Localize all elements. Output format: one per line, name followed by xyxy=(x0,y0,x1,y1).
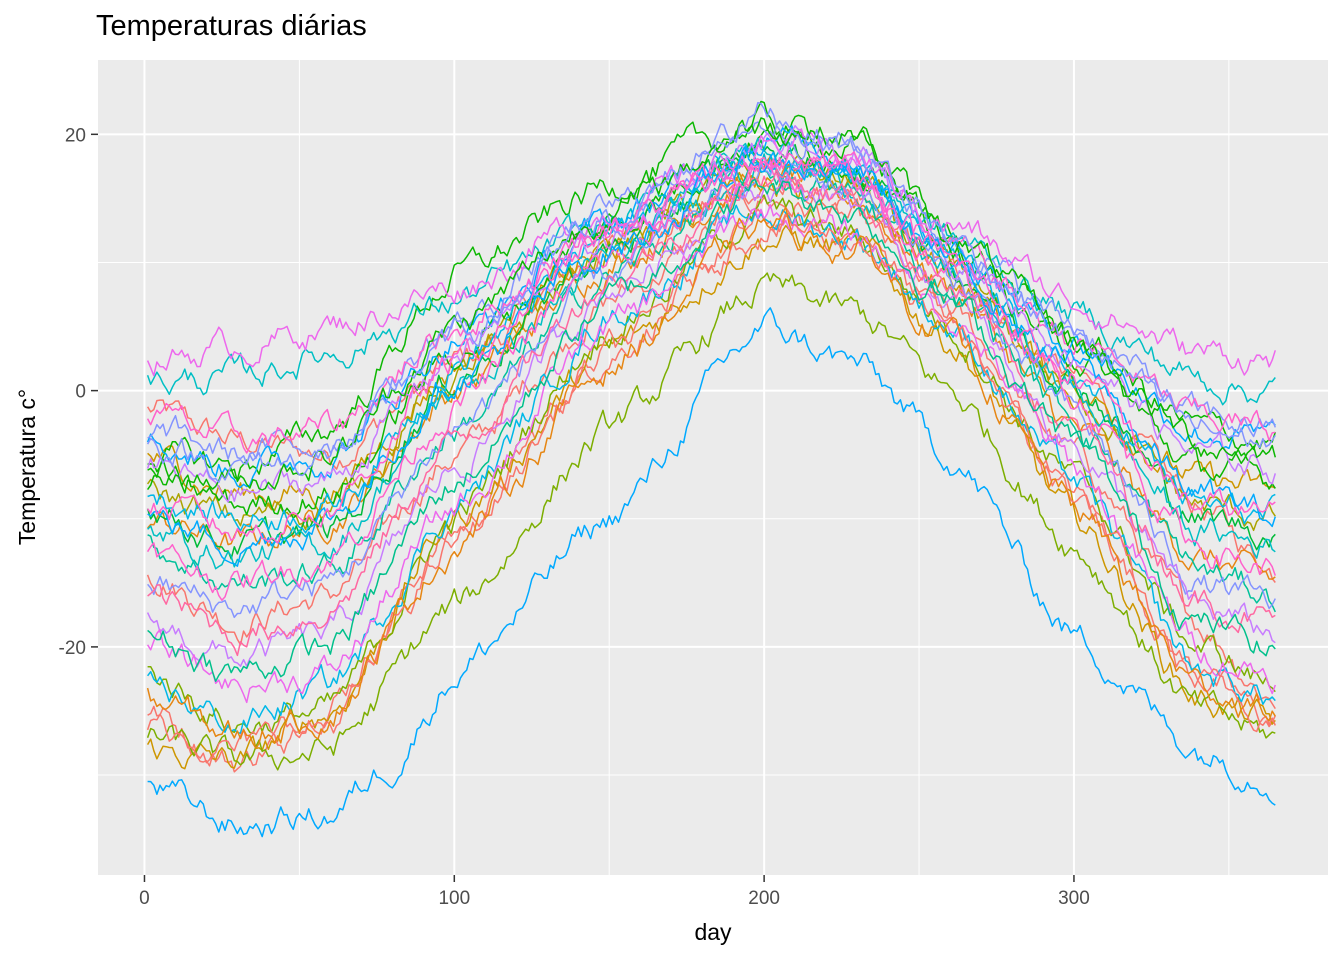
chart-title: Temperaturas diárias xyxy=(96,10,367,42)
series-line-33 xyxy=(146,101,1276,484)
series-line-26 xyxy=(146,158,1277,601)
x-tick-label: 200 xyxy=(748,888,780,909)
y-tick-label: 20 xyxy=(65,125,86,146)
series-line-31 xyxy=(147,178,1276,682)
x-tick-label: 100 xyxy=(438,888,470,909)
x-tick-label: 300 xyxy=(1058,888,1090,909)
series-line-1 xyxy=(146,177,1276,583)
series-line-8 xyxy=(146,272,1276,771)
series-line-2 xyxy=(146,188,1276,709)
series-line-12 xyxy=(146,139,1276,560)
series-line-14 xyxy=(146,137,1276,406)
series-line-15 xyxy=(147,153,1276,571)
series-line-25 xyxy=(146,204,1277,704)
series-layer xyxy=(146,100,1277,838)
series-line-3 xyxy=(147,208,1276,773)
y-tick-label: 0 xyxy=(75,382,86,403)
series-line-28 xyxy=(147,168,1276,657)
series-line-17 xyxy=(147,204,1276,735)
series-line-9 xyxy=(147,194,1276,735)
series-line-22 xyxy=(146,174,1276,667)
series-line-24 xyxy=(146,128,1277,377)
y-tick-label: -20 xyxy=(59,638,86,659)
series-line-34 xyxy=(146,206,1276,750)
series-line-18 xyxy=(147,307,1276,838)
y-axis-title: Temperatura c° xyxy=(14,389,40,545)
x-axis-title: day xyxy=(694,919,732,945)
x-tick-label: 0 xyxy=(139,888,150,909)
series-line-35 xyxy=(146,152,1276,544)
series-line-29 xyxy=(146,214,1276,767)
minor-gridlines xyxy=(98,60,1328,875)
series-line-32 xyxy=(147,117,1277,494)
series-line-6 xyxy=(146,224,1276,770)
